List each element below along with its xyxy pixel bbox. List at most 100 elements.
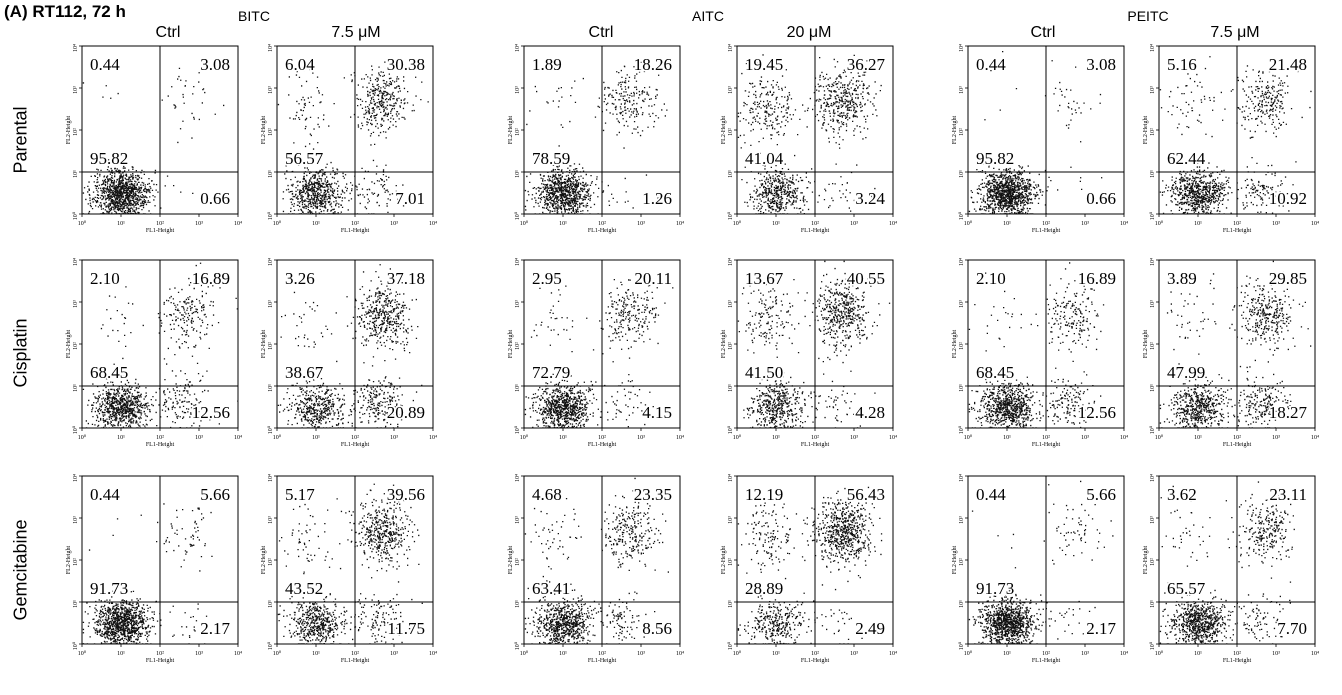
quadrant-label-lower-right: 20.89 bbox=[387, 403, 425, 422]
y-tick-label: 10⁴ bbox=[959, 44, 965, 52]
x-tick-label: 10⁰ bbox=[520, 220, 529, 227]
y-tick-label: 10³ bbox=[73, 86, 79, 94]
x-tick-label: 10⁰ bbox=[964, 650, 973, 657]
row-label-cisplatin: Cisplatin bbox=[10, 318, 31, 388]
x-tick-label: 10² bbox=[156, 435, 164, 441]
column-header-peitc-dose: 7.5 μM bbox=[1210, 24, 1260, 41]
quadrant-label-lower-left: 28.89 bbox=[745, 579, 783, 598]
y-tick-label: 10⁰ bbox=[267, 641, 274, 650]
quadrant-label-upper-left: 2.95 bbox=[532, 269, 562, 288]
y-tick-label: 10² bbox=[728, 128, 734, 136]
quadrant-label-lower-right: 7.70 bbox=[1277, 619, 1307, 638]
x-tick-label: 10⁴ bbox=[1120, 651, 1128, 657]
y-tick-label: 10⁰ bbox=[958, 425, 965, 434]
x-tick-label: 10⁰ bbox=[273, 650, 282, 657]
quadrant-label-lower-left: 91.73 bbox=[90, 579, 128, 598]
quadrant-label-upper-right: 3.08 bbox=[1086, 55, 1116, 74]
y-tick-label: 10¹ bbox=[515, 600, 521, 608]
y-tick-label: 10¹ bbox=[1150, 384, 1156, 392]
quadrant-label-lower-right: 4.28 bbox=[855, 403, 885, 422]
x-tick-label: 10³ bbox=[850, 221, 858, 227]
quadrant-label-upper-right: 23.11 bbox=[1269, 485, 1307, 504]
y-tick-label: 10² bbox=[73, 342, 79, 350]
quadrant-label-lower-right: 3.24 bbox=[855, 189, 885, 208]
quadrant-label-lower-left: 43.52 bbox=[285, 579, 323, 598]
x-tick-label: 10¹ bbox=[559, 221, 567, 227]
x-tick-label: 10² bbox=[1042, 221, 1050, 227]
y-tick-label: 10⁰ bbox=[514, 641, 521, 650]
x-tick-label: 10² bbox=[156, 651, 164, 657]
y-tick-label: 10¹ bbox=[268, 384, 274, 392]
y-tick-label: 10¹ bbox=[728, 600, 734, 608]
y-tick-label: 10² bbox=[515, 342, 521, 350]
quadrant-label-lower-left: 95.82 bbox=[976, 149, 1014, 168]
x-tick-label: 10¹ bbox=[772, 435, 780, 441]
quadrant-label-lower-right: 0.66 bbox=[1086, 189, 1116, 208]
x-tick-label: 10² bbox=[811, 651, 819, 657]
quadrant-label-upper-right: 5.66 bbox=[200, 485, 230, 504]
y-tick-label: 10³ bbox=[268, 516, 274, 524]
x-tick-label: 10³ bbox=[1081, 651, 1089, 657]
x-tick-label: 10² bbox=[598, 435, 606, 441]
quadrant-label-upper-left: 3.89 bbox=[1167, 269, 1197, 288]
x-axis-label: FL1-Height bbox=[1223, 442, 1252, 448]
quadrant-label-lower-left: 62.44 bbox=[1167, 149, 1206, 168]
quadrant-label-upper-left: 0.44 bbox=[90, 485, 120, 504]
x-tick-label: 10² bbox=[351, 435, 359, 441]
column-header-aitc-ctrl: Ctrl bbox=[588, 24, 614, 41]
y-tick-label: 10² bbox=[1150, 128, 1156, 136]
x-tick-label: 10⁰ bbox=[273, 434, 282, 441]
quadrant-label-upper-left: 0.44 bbox=[976, 55, 1006, 74]
y-tick-label: 10² bbox=[1150, 342, 1156, 350]
x-tick-label: 10¹ bbox=[312, 221, 320, 227]
x-tick-label: 10⁰ bbox=[78, 434, 87, 441]
y-tick-label: 10¹ bbox=[515, 170, 521, 178]
y-tick-label: 10² bbox=[73, 558, 79, 566]
x-tick-label: 10⁴ bbox=[1311, 435, 1319, 441]
y-tick-label: 10⁴ bbox=[515, 44, 521, 52]
quadrant-label-lower-left: 78.59 bbox=[532, 149, 570, 168]
y-tick-label: 10¹ bbox=[728, 170, 734, 178]
quadrant-label-lower-left: 68.45 bbox=[976, 363, 1014, 382]
x-axis-label: FL1-Height bbox=[341, 442, 370, 448]
quadrant-label-upper-left: 6.04 bbox=[285, 55, 315, 74]
x-axis-label: FL1-Height bbox=[801, 228, 830, 234]
x-tick-label: 10¹ bbox=[117, 651, 125, 657]
y-axis-label: FL2-Height bbox=[952, 330, 958, 359]
y-tick-label: 10⁴ bbox=[73, 258, 79, 266]
quadrant-label-lower-left: 41.50 bbox=[745, 363, 783, 382]
quadrant-label-lower-right: 10.92 bbox=[1269, 189, 1307, 208]
cell-events bbox=[737, 54, 882, 215]
x-tick-label: 10¹ bbox=[559, 651, 567, 657]
y-tick-label: 10² bbox=[728, 558, 734, 566]
quadrant-label-upper-left: 0.44 bbox=[976, 485, 1006, 504]
y-tick-label: 10⁴ bbox=[73, 474, 79, 482]
quadrant-label-lower-left: 68.45 bbox=[90, 363, 128, 382]
x-tick-label: 10³ bbox=[850, 435, 858, 441]
x-tick-label: 10² bbox=[1233, 651, 1241, 657]
quadrant-label-upper-left: 5.17 bbox=[285, 485, 315, 504]
y-tick-label: 10⁴ bbox=[515, 258, 521, 266]
y-tick-label: 10¹ bbox=[959, 384, 965, 392]
quadrant-label-lower-right: 2.49 bbox=[855, 619, 885, 638]
y-tick-label: 10⁰ bbox=[958, 641, 965, 650]
quadrant-label-lower-left: 56.57 bbox=[285, 149, 324, 168]
y-tick-label: 10⁰ bbox=[267, 211, 274, 220]
y-tick-label: 10⁰ bbox=[727, 425, 734, 434]
y-tick-label: 10³ bbox=[1150, 300, 1156, 308]
y-tick-label: 10¹ bbox=[73, 384, 79, 392]
x-tick-label: 10² bbox=[1042, 651, 1050, 657]
quadrant-label-lower-left: 91.73 bbox=[976, 579, 1014, 598]
x-axis-label: FL1-Height bbox=[1032, 658, 1061, 664]
y-tick-label: 10⁰ bbox=[514, 211, 521, 220]
x-tick-label: 10² bbox=[351, 651, 359, 657]
quadrant-label-upper-right: 16.89 bbox=[1078, 269, 1116, 288]
y-axis-label: FL2-Height bbox=[721, 116, 727, 145]
x-tick-label: 10³ bbox=[195, 651, 203, 657]
